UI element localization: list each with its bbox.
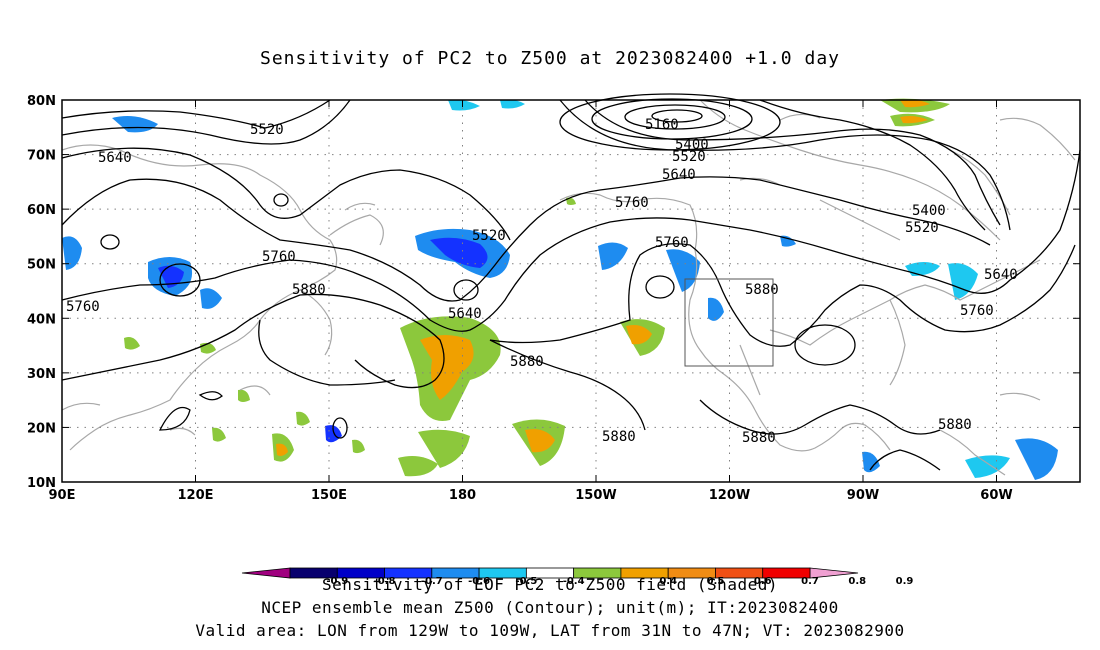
contour-label: 5640 xyxy=(662,167,696,183)
contour-label: 5520 xyxy=(905,220,939,236)
coastlines xyxy=(61,99,1076,476)
lat-label: 20N xyxy=(27,421,56,436)
contour-label: 5880 xyxy=(745,282,779,298)
axis-ticks xyxy=(61,99,1080,483)
lon-label: 150E xyxy=(311,488,347,503)
contour-label: 5880 xyxy=(292,282,326,298)
contour-label: 5760 xyxy=(655,235,689,251)
contour-label: 5640 xyxy=(984,267,1018,283)
contour-label: 5160 xyxy=(645,117,679,133)
shaded-sensitivity xyxy=(62,98,1058,480)
positive-sensitivity-patches xyxy=(124,98,950,477)
colorbar-tick-label: -0.4 xyxy=(563,576,585,587)
colorbar-tick-label: -0.6 xyxy=(468,576,490,587)
lon-label: 90E xyxy=(49,488,76,503)
lat-label: 40N xyxy=(27,312,56,327)
valid-area-box xyxy=(684,278,774,367)
lat-label: 50N xyxy=(27,258,56,273)
contour-label: 5640 xyxy=(448,306,482,322)
colorbar-tick-label: 0.8 xyxy=(848,576,866,587)
colorbar-tick-label: 0.4 xyxy=(659,576,677,587)
colorbar-swatch xyxy=(762,567,811,579)
contour-labels: 5160 5400 5520 5640 5760 5880 5520 5640 … xyxy=(66,117,1018,446)
lat-label: 70N xyxy=(27,149,56,164)
lat-label: 80N xyxy=(27,94,56,109)
contour-label: 5880 xyxy=(742,430,776,446)
lon-label: 90W xyxy=(847,488,879,503)
contour-label: 5640 xyxy=(98,150,132,166)
contour-label: 5880 xyxy=(938,417,972,433)
colorbar-tick-label: -0.8 xyxy=(374,576,396,587)
colorbar-tick-label: 0.9 xyxy=(896,576,914,587)
chart-title: Sensitivity of PC2 to Z500 at 2023082400… xyxy=(259,48,840,69)
longitude-labels: 90E 120E 150E 180 150W 120W 90W 60W xyxy=(49,488,1013,503)
lat-label: 60N xyxy=(27,203,56,218)
contour-label: 5520 xyxy=(672,149,706,165)
lon-label: 120W xyxy=(709,488,750,503)
lat-lon-grid xyxy=(62,100,1080,482)
caption-shading: Sensitivity of EOF PC2 to Z500 field (Sh… xyxy=(322,575,778,594)
negative-sensitivity-patches xyxy=(62,99,1058,480)
contour-label: 5520 xyxy=(250,122,284,138)
colorbar: -0.9 -0.8 -0.7 -0.6 -0.5 -0.4 0.4 0.5 0.6 0.7 0.8 0… xyxy=(241,567,914,587)
lon-label: 120E xyxy=(177,488,213,503)
plot-frame xyxy=(61,99,1081,483)
contour-label: 5880 xyxy=(602,429,636,445)
colorbar-tick-label: -0.7 xyxy=(421,576,443,587)
lon-label: 60W xyxy=(980,488,1012,503)
contour-label: 5760 xyxy=(262,249,296,265)
lat-label: 30N xyxy=(27,367,56,382)
contour-label: 5400 xyxy=(675,137,709,153)
lon-label: 180 xyxy=(449,488,476,503)
colorbar-tick-label: -0.9 xyxy=(326,576,348,587)
contour-label: 5760 xyxy=(615,195,649,211)
caption-contour: NCEP ensemble mean Z500 (Contour); unit(… xyxy=(261,598,839,617)
contour-label: 5760 xyxy=(960,303,994,319)
contour-label: 5400 xyxy=(912,203,946,219)
contour-label: 5520 xyxy=(472,228,506,244)
caption-valid-area: Valid area: LON from 129W to 109W, LAT f… xyxy=(195,621,905,640)
colorbar-tick-label: 0.5 xyxy=(707,576,725,587)
contour-label: 5760 xyxy=(66,299,100,315)
colorbar-tick-label: 0.7 xyxy=(801,576,819,587)
colorbar-tick-label: -0.5 xyxy=(515,576,537,587)
colorbar-tick-label: 0.6 xyxy=(754,576,772,587)
z500-contours xyxy=(61,93,1081,471)
lat-label: 10N xyxy=(27,476,56,491)
latitude-labels: 80N 70N 60N 50N 40N 30N 20N 10N xyxy=(27,94,56,491)
lon-label: 150W xyxy=(575,488,616,503)
contour-label: 5880 xyxy=(510,354,544,370)
